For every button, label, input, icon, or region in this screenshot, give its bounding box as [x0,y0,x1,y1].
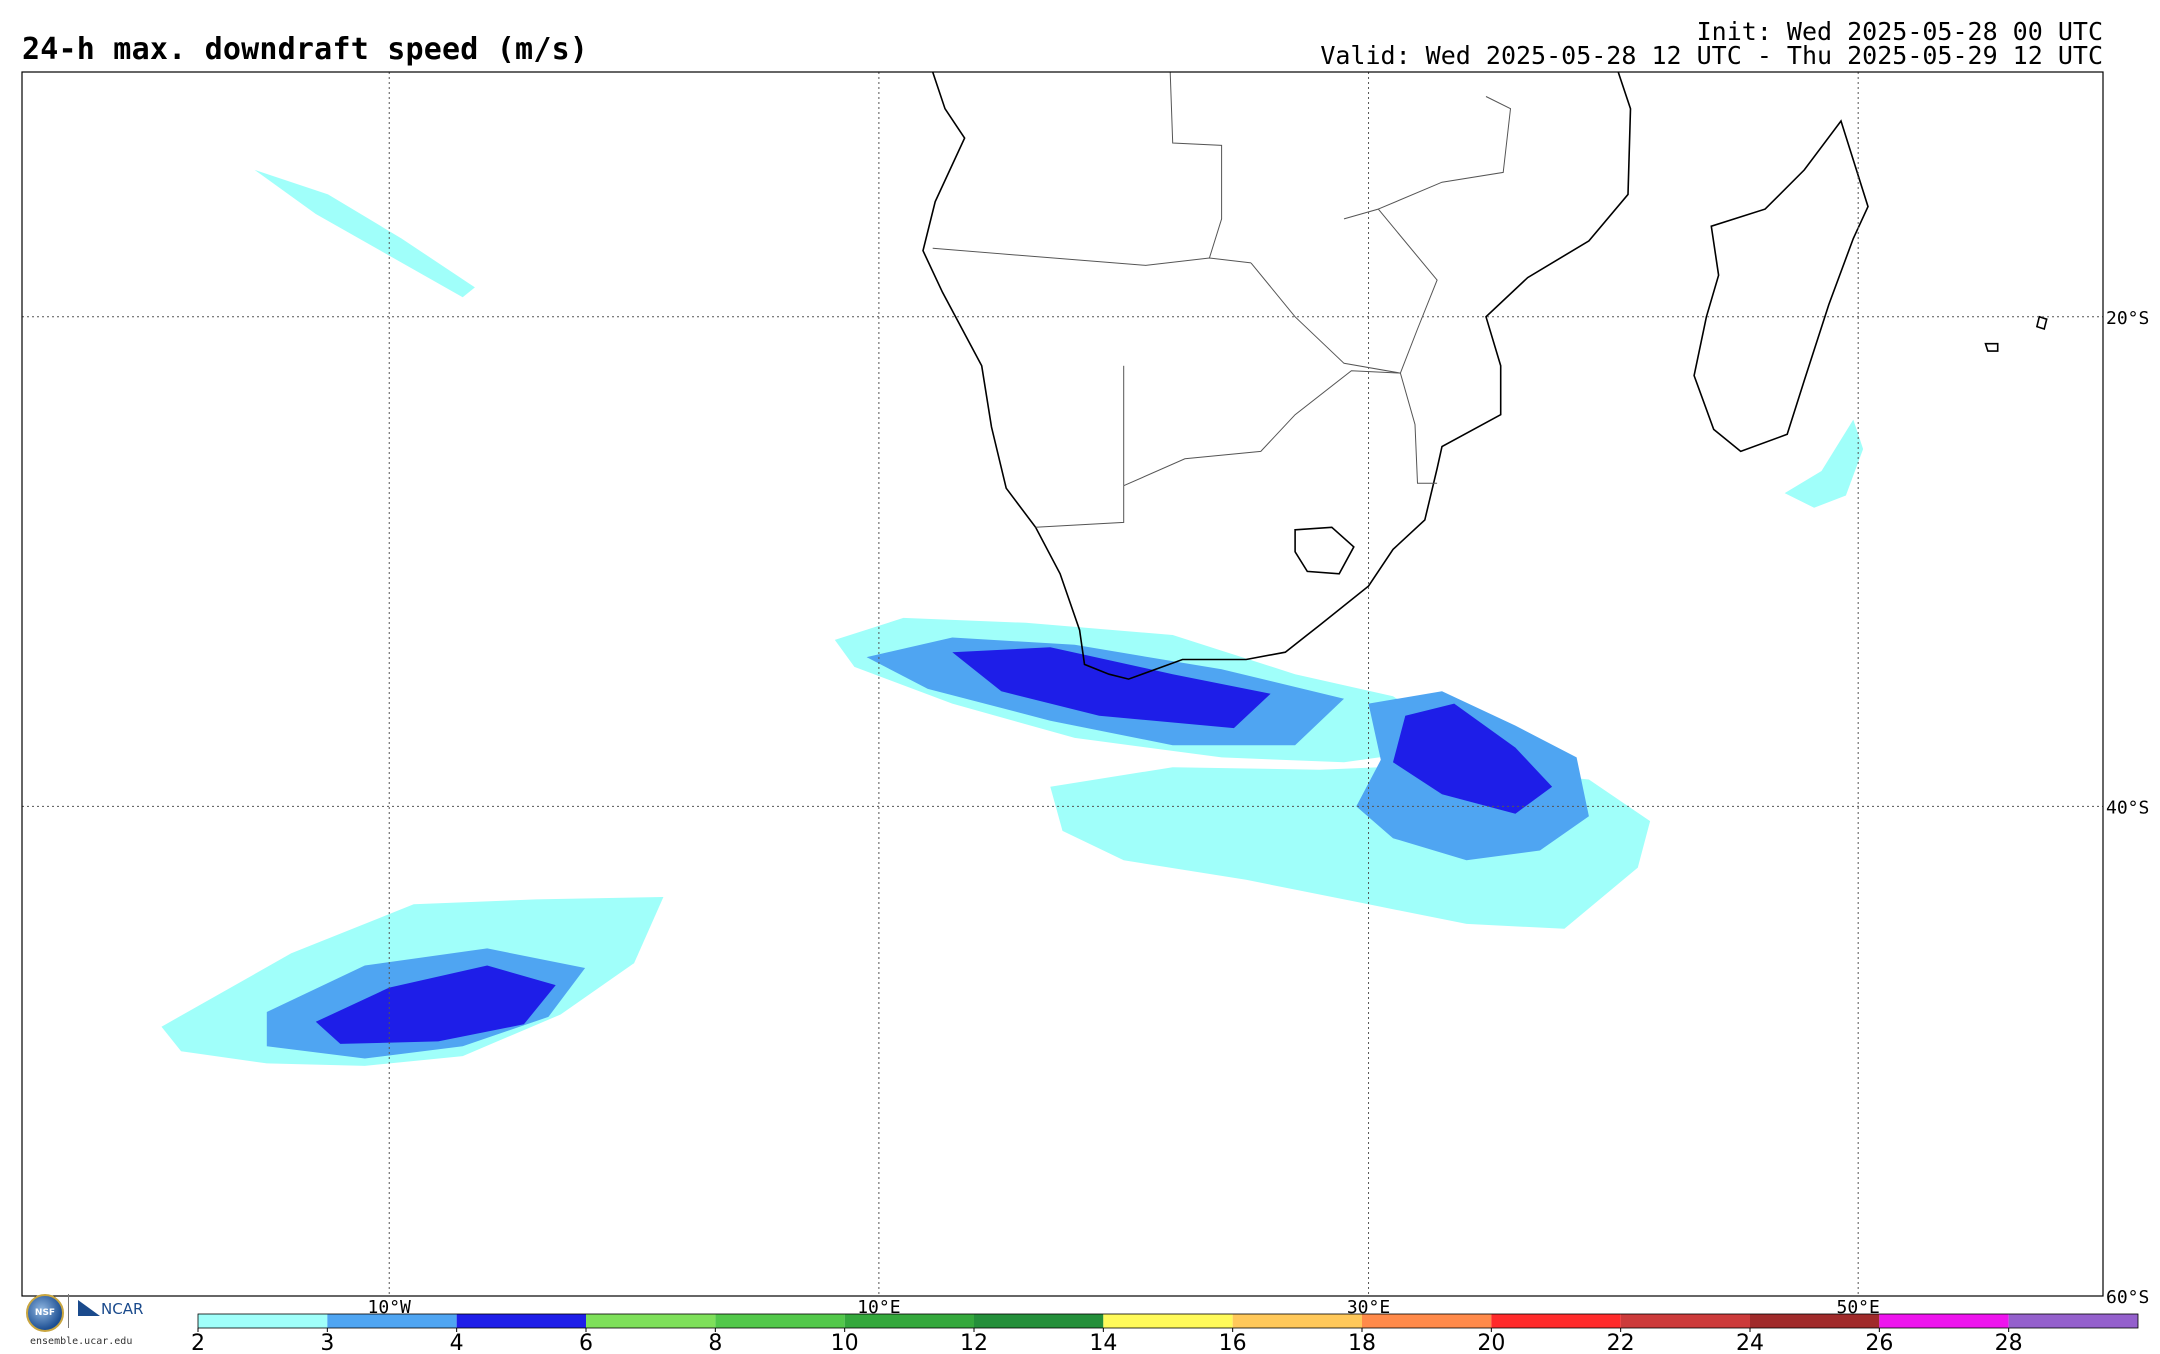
lon-label: 10°E [857,1297,900,1318]
colorbar: 2 3 4 6 8 10 12 14 16 18 20 22 24 26 28 [191,1313,2139,1354]
colorbar-tick-label: 8 [708,1331,722,1354]
mauritius-coastline [2035,315,2048,331]
madagascar-coastline [1693,119,1869,453]
colorbar-swatch [1491,1314,1621,1328]
logo-group: NSF NCAR ensemble.ucar.edu [22,1290,162,1350]
colorbar-tick-label: 22 [1607,1331,1635,1354]
colorbar-tick-label: 3 [320,1331,334,1354]
colorbar-swatch [715,1314,845,1328]
downdraft-field [161,169,1864,1066]
colorbar-tick-label: 18 [1348,1331,1376,1354]
colorbar-tick-label: 10 [831,1331,859,1354]
page-title: 24-h max. downdraft speed (m/s) [22,32,589,67]
field-speckle-madagascar [1784,419,1864,508]
map-frame [21,71,2104,1297]
nsf-logo: NSF [26,1294,64,1332]
colorbar-swatch [844,1314,974,1328]
colorbar-tick-label: 24 [1736,1331,1764,1354]
border-zimbabwe [1250,208,1438,374]
colorbar-swatch [1879,1314,2009,1328]
colorbar-swatch [974,1314,1104,1328]
ncar-logo: NCAR [78,1300,143,1318]
africa-coastline [922,72,1632,680]
lon-label: 10°W [368,1297,412,1318]
lat-label: 60°S [2106,1287,2149,1308]
site-label: ensemble.ucar.edu [30,1336,133,1347]
border-mozambique-sa [1399,372,1438,484]
country-borders [932,72,1512,528]
lon-label: 50°E [1836,1297,1879,1318]
colorbar-swatch [1232,1314,1362,1328]
colorbar-border [197,1313,2139,1329]
init-time: Init: Wed 2025-05-28 00 UTC [1696,17,2103,46]
colorbar-swatch [1103,1314,1233,1328]
colorbar-tick-label: 16 [1219,1331,1247,1354]
run-info: Init: Wed 2025-05-28 00 UTC Valid: Wed 2… [1320,17,2103,70]
colorbar-swatch [456,1314,586,1328]
colorbar-swatch [1362,1314,1492,1328]
colorbar-tick-label: 14 [1089,1331,1117,1354]
field-speckle-atlantic [254,169,475,298]
border-botswana-sa [1123,370,1401,487]
border-namibia-sa [1035,485,1125,528]
logo-divider [68,1294,69,1328]
colorbar-tick-label: 12 [960,1331,988,1354]
border-angola-namibia [932,247,1252,266]
coastlines [922,72,2048,680]
reunion-coastline [1984,342,1999,352]
field-level-4-sw [315,965,556,1044]
lon-label: 30°E [1347,1297,1390,1318]
colorbar-swatch [2008,1314,2138,1328]
valid-time: Valid: Wed 2025-05-28 12 UTC - Thu 2025-… [1320,41,2103,70]
border-angola-zambia [1169,72,1223,259]
colorbar-swatch [198,1314,328,1328]
field-level-4-cape [952,647,1271,729]
colorbar-tick-label: 20 [1477,1331,1505,1354]
graticule: 10°W 10°E 30°E 50°E 20°S 40°S 60°S [22,72,2149,1318]
colorbar-tick-label: 2 [191,1331,205,1354]
lat-label: 20°S [2106,308,2149,329]
colorbar-swatch [1620,1314,1750,1328]
border-mozambique-north [1378,96,1512,210]
field-level-4-south [1393,703,1553,814]
lesotho-outline [1294,526,1355,575]
colorbar-swatch [327,1314,457,1328]
colorbar-tick-label: 26 [1865,1331,1893,1354]
colorbar-swatch [1750,1314,1880,1328]
colorbar-tick-label: 28 [1995,1331,2023,1354]
colorbar-tick-label: 4 [450,1331,464,1354]
colorbar-swatch [586,1314,716,1328]
lat-label: 40°S [2106,797,2149,818]
colorbar-tick-label: 6 [579,1331,593,1354]
